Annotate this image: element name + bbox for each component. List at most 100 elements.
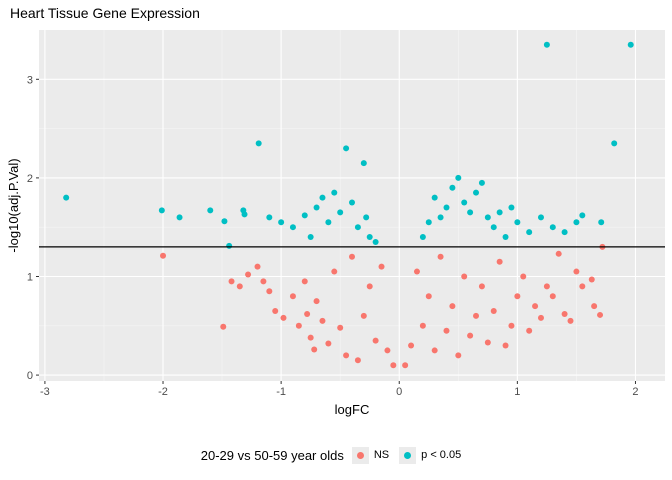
x-tick-label: -3 [40,386,50,398]
data-point [366,234,373,241]
data-point [579,283,586,290]
data-point [467,332,474,339]
data-points [63,41,634,369]
chart-title: Heart Tissue Gene Expression [10,5,200,21]
data-point [311,346,318,353]
data-point [325,340,332,347]
x-tick-label: 1 [514,386,520,398]
data-point [176,214,183,221]
data-point [331,268,338,275]
data-point [301,278,308,285]
data-point [378,263,385,270]
data-point [220,323,227,330]
data-point [255,140,262,147]
data-point [331,189,338,196]
legend-label-ns: NS [373,449,390,461]
legend-label-sig: p < 0.05 [421,449,462,461]
data-point [354,224,361,231]
data-point [496,258,503,265]
data-point [236,283,243,290]
data-point [419,234,426,241]
data-point [413,268,420,275]
data-point [461,199,468,206]
data-point [228,278,235,285]
data-point [502,342,509,349]
legend-dot-ns [356,451,364,459]
data-point [63,194,70,201]
y-axis-title: -log10(adj.P.Val) [6,158,21,252]
data-point [349,199,355,206]
data-point [372,337,379,344]
legend-key-ns [351,446,369,464]
x-axis-title: logFC [335,402,370,417]
data-point [266,288,273,295]
data-point [431,347,438,354]
data-point [390,362,397,369]
data-point [360,160,367,167]
data-point [561,229,568,236]
data-point [408,342,415,349]
data-point [280,314,287,321]
data-point [295,322,302,329]
data-point [349,253,355,260]
data-point [402,362,409,369]
data-point [431,194,438,201]
data-point [337,324,344,331]
data-point [449,303,456,310]
data-point [473,312,480,319]
data-point [266,214,273,221]
data-point [313,204,320,211]
data-point [597,311,604,318]
legend: 20-29 vs 50-59 year olds NS p < 0.05 [0,443,672,467]
y-tick-label: 0 [27,370,33,382]
data-point [598,219,605,226]
data-point [579,212,586,219]
x-axis-ticks: -3 -2 -1 0 1 2 [40,381,639,398]
y-tick-label: 3 [27,74,33,86]
data-point [526,327,533,334]
data-point [241,211,248,218]
data-point [561,310,568,317]
data-point [325,219,332,226]
y-axis-ticks: 0 1 2 3 [27,74,39,382]
data-point [591,303,598,310]
data-point [301,212,308,219]
data-point [343,352,350,359]
legend-title: 20-29 vs 50-59 year olds [200,447,344,463]
data-point [449,184,456,191]
data-point [514,219,521,226]
data-point [425,219,432,226]
data-point [514,293,521,300]
data-point [573,268,580,275]
data-point [490,307,497,314]
data-point [419,322,426,329]
data-point [490,224,497,231]
data-point [549,293,556,300]
data-point [484,339,491,346]
data-point [573,219,580,226]
data-point [502,234,509,241]
data-point [567,317,574,324]
grid-major [39,30,665,381]
data-point [366,283,373,290]
data-point [307,234,314,241]
data-point [611,140,618,147]
data-point [543,41,550,48]
x-tick-label: 0 [396,386,402,398]
data-point [160,252,167,259]
x-tick-label: -2 [158,386,168,398]
data-point [158,207,165,214]
data-point [455,352,462,359]
legend-key-sig [399,446,417,464]
data-point [526,229,533,236]
data-point [360,312,367,319]
data-point [313,298,320,305]
data-point [532,303,539,310]
data-point [245,271,252,278]
data-point [437,214,444,221]
data-point [278,219,285,226]
y-tick-label: 2 [27,173,33,185]
data-point [478,283,485,290]
y-tick-label: 1 [27,271,33,283]
